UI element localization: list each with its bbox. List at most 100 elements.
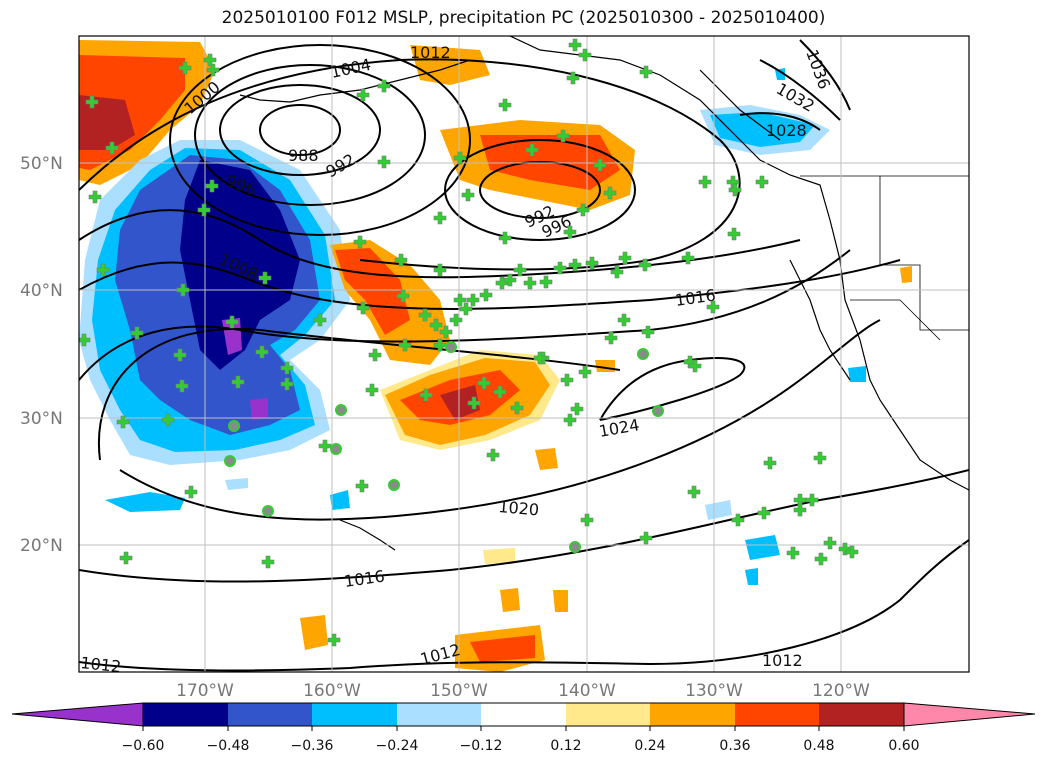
station-marker-plus — [813, 451, 827, 465]
station-marker-plus — [533, 351, 547, 365]
station-marker-plus — [175, 379, 189, 393]
precip-patch-nw-peak — [79, 95, 135, 150]
station-marker-plus — [731, 513, 745, 527]
station-marker-plus — [617, 313, 631, 327]
station-marker-plus — [355, 479, 369, 493]
station-marker-plus — [486, 448, 500, 462]
lon-label: 170°W — [176, 681, 234, 701]
station-marker-plus — [356, 88, 370, 102]
colorbar-bin — [397, 703, 481, 726]
station-marker-plus — [728, 183, 742, 197]
station-marker-plus — [688, 359, 702, 373]
station-marker-plus — [563, 413, 577, 427]
isobar-1000 — [169, 44, 471, 236]
station-marker-plus — [453, 293, 467, 307]
station-marker-plus — [206, 63, 220, 77]
station-marker-plus — [823, 536, 837, 550]
colorbar-bin — [143, 703, 228, 726]
latitude-labels: 50°N 40°N 30°N 20°N — [20, 154, 63, 556]
station-marker-plus — [394, 253, 408, 267]
colorbar-tick-label: −0.48 — [207, 738, 250, 754]
map-frame — [78, 35, 970, 673]
isobar-988 — [259, 104, 341, 156]
station-marker-plus — [453, 151, 467, 165]
lon-label: 150°W — [430, 681, 488, 701]
lon-label: 120°W — [812, 681, 870, 701]
station-marker-plus — [119, 551, 133, 565]
lat-label: 20°N — [20, 536, 63, 556]
station-marker-plus — [377, 79, 391, 93]
lat-label: 40°N — [20, 281, 63, 301]
station-marker-plus — [698, 175, 712, 189]
isobar-1008 — [79, 209, 801, 279]
station-marker-plus — [523, 276, 537, 290]
station-marker-plus — [261, 555, 275, 569]
station-marker-plus — [161, 413, 175, 427]
precip-patch-cold-small-6 — [848, 366, 866, 382]
station-marker-plus — [805, 493, 819, 507]
station-marker-plus — [429, 318, 443, 332]
isobar-1012-south — [79, 539, 969, 672]
station-marker-plus — [593, 158, 607, 172]
longitude-labels: 170°W 160°W 150°W 140°W 130°W 120°W — [176, 681, 870, 701]
borders — [800, 175, 969, 341]
station-marker-plus — [525, 143, 539, 157]
precip-patch-ne — [710, 112, 815, 147]
station-marker-plus — [466, 293, 480, 307]
station-marker-plus — [639, 65, 653, 79]
precip-patch-ne-small — [775, 68, 785, 80]
station-marker-plus — [845, 545, 859, 559]
station-marker-plus — [439, 325, 453, 339]
station-marker-plus — [786, 546, 800, 560]
isobar-label: 1012 — [762, 651, 803, 670]
colorbar-tick-label: 0.48 — [803, 738, 834, 754]
station-marker-plus — [258, 271, 272, 285]
coastline-na — [509, 36, 969, 491]
station-marker-plus — [553, 261, 567, 275]
isobar-996-east — [444, 139, 636, 241]
lat-label: 30°N — [20, 409, 63, 429]
station-marker-plus — [85, 95, 99, 109]
precip-patch-small-1 — [535, 448, 558, 470]
station-marker-plus — [539, 275, 553, 289]
station-marker-plus — [225, 315, 239, 329]
lon-label: 140°W — [558, 681, 616, 701]
precip-patch-cold-small-5 — [745, 568, 758, 585]
border-us-mexico — [850, 299, 941, 341]
station-marker-plus — [368, 348, 382, 362]
colorbar-tick-label: 0.12 — [550, 738, 581, 754]
colorbar-bin — [312, 703, 397, 726]
station-marker-plus — [681, 251, 695, 265]
colorbar-tick-label: −0.36 — [291, 738, 334, 754]
colorbar-bin — [650, 703, 735, 726]
station-marker-plus — [184, 485, 198, 499]
station-marker-plus — [580, 513, 594, 527]
isobar-1012-mid — [79, 259, 901, 310]
station-marker-circle — [652, 405, 664, 417]
station-marker-plus — [763, 456, 777, 470]
station-marker-circle — [637, 348, 649, 360]
station-marker-plus — [479, 288, 493, 302]
station-marker-plus — [727, 227, 741, 241]
lon-label: 160°W — [303, 681, 361, 701]
station-marker-plus — [603, 186, 617, 200]
station-marker-plus — [757, 506, 771, 520]
station-marker-plus — [570, 402, 584, 416]
station-marker-plus — [641, 325, 655, 339]
isobar-1032 — [759, 59, 841, 121]
colorbar-tick-label: 0.36 — [719, 738, 750, 754]
station-marker-plus — [578, 365, 592, 379]
station-marker-plus — [706, 300, 720, 314]
isobar-1036 — [799, 39, 851, 111]
station-marker-plus — [566, 71, 580, 85]
station-marker-plus — [105, 141, 119, 155]
colorbar-bin — [566, 703, 650, 726]
map-title: 2025010100 F012 MSLP, precipitation PC (… — [221, 8, 826, 28]
isobar-label: 1012 — [410, 43, 451, 62]
isobar-1020-west — [97, 327, 621, 461]
station-marker-circle — [330, 443, 342, 455]
station-marker-plus — [130, 326, 144, 340]
station-marker-plus — [461, 188, 475, 202]
station-marker-plus — [467, 396, 481, 410]
station-marker-plus — [568, 38, 582, 52]
